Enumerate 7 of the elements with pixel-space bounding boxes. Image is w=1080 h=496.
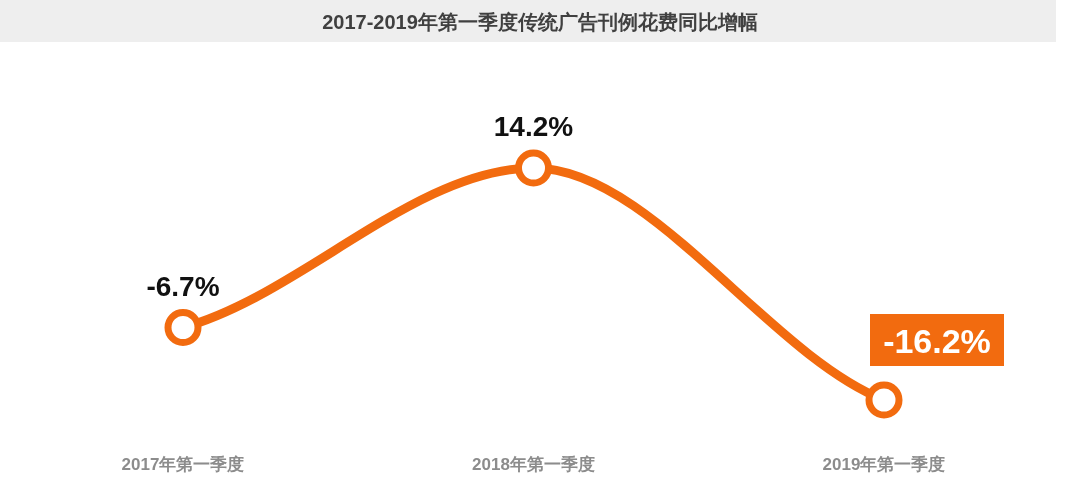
x-tick-label: 2019年第一季度 [822, 455, 946, 474]
data-label: 14.2% [493, 111, 574, 142]
chart-title: 2017-2019年第一季度传统广告刊例花费同比增幅 [322, 11, 758, 33]
data-label: -16.2% [883, 322, 991, 360]
x-tick-label: 2017年第一季度 [121, 455, 245, 474]
data-label: -6.7% [146, 270, 220, 302]
x-tick-label: 2018年第一季度 [472, 455, 595, 474]
